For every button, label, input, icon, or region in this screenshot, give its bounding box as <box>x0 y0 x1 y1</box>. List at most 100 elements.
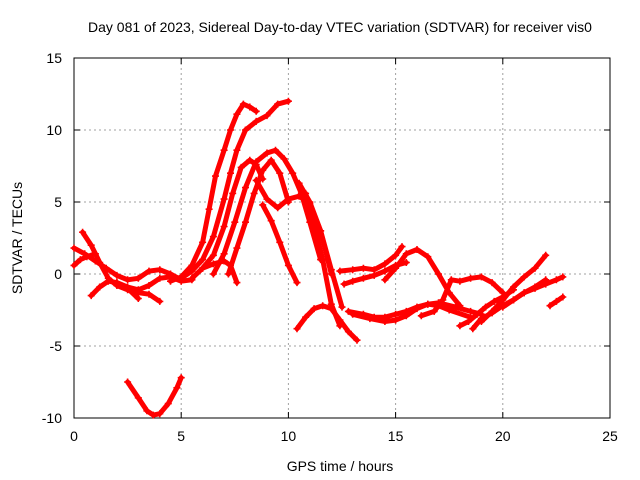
data-point-marker <box>149 411 157 419</box>
data-point-marker <box>344 307 352 315</box>
data-point-marker <box>310 220 318 228</box>
data-point-marker <box>340 280 348 288</box>
data-point-marker <box>227 261 234 269</box>
data-point-marker <box>469 325 477 333</box>
data-point-marker <box>295 192 303 200</box>
series-track-26 <box>477 251 550 325</box>
series-track-8 <box>177 97 292 282</box>
data-point-marker <box>220 257 228 265</box>
data-point-marker <box>233 279 241 287</box>
data-point-marker <box>293 325 301 333</box>
data-point-marker <box>177 374 185 382</box>
data-point-marker <box>488 279 496 287</box>
data-point-marker <box>280 155 288 163</box>
data-point-marker <box>199 264 207 272</box>
data-point-marker <box>164 400 172 408</box>
data-point-marker <box>134 274 142 282</box>
data-point-marker <box>392 251 400 259</box>
series-track-line <box>71 245 184 283</box>
data-point-marker <box>424 300 432 308</box>
y-tick-label: 15 <box>46 50 62 66</box>
data-point-marker <box>439 296 447 304</box>
data-point-marker <box>289 169 297 177</box>
data-point-marker <box>531 264 539 272</box>
data-point-marker <box>209 260 217 268</box>
data-point-marker <box>209 251 217 259</box>
data-point-marker <box>79 228 87 236</box>
data-point-marker <box>559 293 567 301</box>
data-point-marker <box>413 246 421 253</box>
data-point-marker <box>246 156 254 164</box>
data-point-marker <box>402 250 410 258</box>
data-point-marker <box>520 273 528 281</box>
data-point-marker <box>456 322 464 330</box>
data-point-marker <box>274 204 282 212</box>
x-tick-label: 0 <box>70 428 78 444</box>
data-point-marker <box>302 313 310 321</box>
data-point-marker <box>488 307 496 315</box>
data-point-marker <box>220 223 228 230</box>
data-point-marker <box>284 97 292 105</box>
data-point-marker <box>91 250 99 258</box>
chart-title: Day 081 of 2023, Sidereal Day-to-day VTE… <box>88 19 592 35</box>
data-point-marker <box>239 100 247 108</box>
series-track-13 <box>199 257 241 287</box>
data-point-marker <box>424 253 432 261</box>
y-tick-label: 5 <box>54 194 62 210</box>
data-point-marker <box>477 318 485 325</box>
data-point-marker <box>546 302 554 310</box>
data-point-marker <box>233 110 241 118</box>
data-point-marker <box>344 328 352 336</box>
data-point-marker <box>263 149 271 157</box>
data-point-marker <box>134 286 142 294</box>
data-point-marker <box>398 243 406 251</box>
data-point-marker <box>209 270 217 278</box>
series-track-4 <box>70 250 99 269</box>
y-tick-label: 10 <box>46 122 62 138</box>
tick-layer: 0 5 10 15 20 25 -10 -5 0 5 10 15 <box>42 50 618 444</box>
data-point-marker <box>465 318 472 325</box>
data-point-marker <box>552 276 560 284</box>
data-point-marker <box>353 336 361 344</box>
data-point-marker <box>156 297 164 305</box>
series-track-6 <box>124 374 185 419</box>
data-point-marker <box>70 261 78 269</box>
data-point-marker <box>276 169 284 177</box>
data-point-marker <box>252 158 260 166</box>
data-point-marker <box>520 289 528 297</box>
data-point-marker <box>167 277 174 285</box>
data-point-marker <box>70 244 78 252</box>
data-point-marker <box>467 274 475 282</box>
data-point-marker <box>212 172 219 180</box>
data-point-marker <box>87 241 95 249</box>
data-point-marker <box>229 189 237 197</box>
data-point-marker <box>145 267 153 275</box>
data-point-marker <box>402 259 410 266</box>
data-point-marker <box>276 238 284 246</box>
y-tick-label: -10 <box>42 410 62 426</box>
series-track-23 <box>417 273 507 320</box>
data-point-marker <box>143 407 151 415</box>
data-point-marker <box>233 244 241 252</box>
y-tick-label: 0 <box>54 266 62 282</box>
data-point-marker <box>263 112 271 120</box>
data-point-marker <box>233 146 241 154</box>
data-point-marker <box>145 282 153 289</box>
data-point-marker <box>237 163 245 171</box>
data-point-marker <box>349 310 357 318</box>
data-point-marker <box>188 274 196 282</box>
x-axis-label: GPS time / hours <box>287 458 394 474</box>
data-point-marker <box>76 256 84 264</box>
data-point-marker <box>113 271 121 279</box>
data-point-marker <box>177 274 185 282</box>
data-point-marker <box>113 279 121 287</box>
data-point-marker <box>327 305 335 313</box>
data-point-marker <box>499 303 507 311</box>
data-point-marker <box>336 316 344 324</box>
data-point-marker <box>246 103 254 111</box>
data-point-marker <box>156 274 164 282</box>
data-point-marker <box>559 273 567 281</box>
data-point-marker <box>366 315 374 323</box>
data-point-marker <box>336 267 344 275</box>
